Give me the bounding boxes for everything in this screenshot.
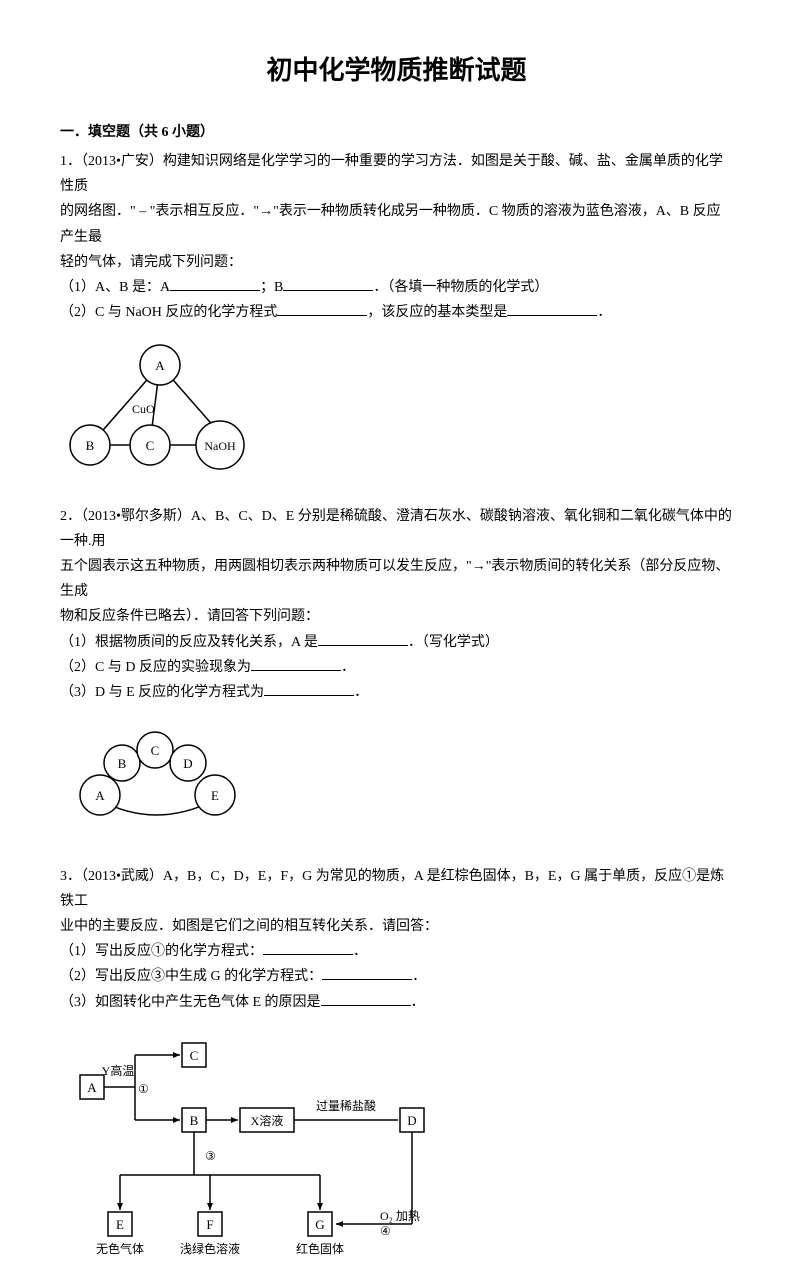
q3-node-f: F — [206, 1217, 213, 1232]
q3-sub2: （2）写出反应③中生成 G 的化学方程式： ． — [60, 964, 733, 989]
q1-blank-4[interactable] — [507, 301, 597, 316]
q3-stem-2: 业中的主要反应．如图是它们之间的相互转化关系．请回答： — [60, 914, 733, 939]
q1-blank-2[interactable] — [283, 276, 373, 291]
q1-node-b: B — [86, 438, 95, 453]
q2-sub1-a: （1）根据物质间的反应及转化关系，A 是 — [60, 635, 318, 650]
question-2: 2．（2013•鄂尔多斯）A、B、C、D、E 分别是稀硫酸、澄清石灰水、碳酸钠溶… — [60, 504, 733, 844]
q3-node-a: A — [87, 1080, 97, 1095]
q2-blank-3[interactable] — [264, 681, 354, 696]
q1-sub2: （2）C 与 NaOH 反应的化学方程式 ，该反应的基本类型是 ． — [60, 300, 733, 325]
q1-sub2-b: ，该反应的基本类型是 — [367, 305, 507, 320]
q1-label-cuo: CuO — [132, 402, 155, 416]
q3-label-circ1: ① — [138, 1082, 149, 1096]
q3-label-lightgreen: 浅绿色溶液 — [180, 1241, 240, 1256]
section-heading: 一．填空题（共 6 小题） — [60, 122, 733, 144]
q2-sub3-b: ． — [354, 685, 368, 700]
q3-diagram: A Y高温 ① C B X溶液 过量稀盐酸 D — [60, 1025, 733, 1273]
q2-node-d: D — [183, 756, 192, 771]
q2-node-e: E — [211, 788, 219, 803]
q3-node-e: E — [116, 1217, 124, 1232]
q2-blank-2[interactable] — [251, 655, 341, 670]
q1-stem-2: 的网络图．" – "表示相互反应．"→"表示一种物质转化成另一种物质．C 物质的… — [60, 199, 733, 249]
q3-stem-1: 3．（2013•武威）A，B，C，D，E，F，G 为常见的物质，A 是红棕色固体… — [60, 864, 733, 914]
q3-sub2-a: （2）写出反应③中生成 G 的化学方程式： — [60, 969, 322, 984]
q3-node-g: G — [315, 1217, 324, 1232]
q3-label-circ3: ③ — [205, 1149, 216, 1163]
q1-sub1-a: （1）A、B 是：A — [60, 280, 170, 295]
q2-sub2-b: ． — [341, 660, 355, 675]
q1-sub1-b: ；B — [260, 280, 283, 295]
q2-sub2: （2）C 与 D 反应的实验现象为 ． — [60, 655, 733, 680]
q2-sub1: （1）根据物质间的反应及转化关系，A 是 ．（写化学式） — [60, 630, 733, 655]
page-title: 初中化学物质推断试题 — [60, 50, 733, 92]
q1-blank-1[interactable] — [170, 276, 260, 291]
q1-node-naoh: NaOH — [204, 439, 236, 453]
q3-sub2-b: ． — [412, 969, 426, 984]
q1-stem-3: 轻的气体，请完成下列问题： — [60, 250, 733, 275]
q2-sub1-b: ．（写化学式） — [408, 635, 499, 650]
q1-sub1-c: ．（各填一种物质的化学式） — [373, 280, 548, 295]
q2-node-b: B — [118, 756, 127, 771]
q3-label-redsolid: 红色固体 — [296, 1241, 344, 1256]
q2-stem-3: 物和反应条件已略去）．请回答下列问题： — [60, 604, 733, 629]
q3-node-b: B — [190, 1113, 199, 1128]
q3-sub1: （1）写出反应①的化学方程式： ． — [60, 939, 733, 964]
q3-sub3: （3）如图转化中产生无色气体 E 的原因是 ． — [60, 990, 733, 1015]
q3-label-circ4: ④ — [380, 1224, 391, 1238]
q2-node-c: C — [151, 743, 160, 758]
q2-stem-2: 五个圆表示这五种物质，用两圆相切表示两种物质可以发生反应，"→"表示物质间的转化… — [60, 554, 733, 604]
q3-node-x: X溶液 — [251, 1113, 284, 1128]
q3-label-y: Y高温 — [102, 1063, 135, 1078]
q1-node-c: C — [146, 438, 155, 453]
q3-node-d: D — [407, 1113, 416, 1128]
q3-node-c: C — [190, 1048, 199, 1063]
q2-diagram: A B C D E — [60, 715, 733, 843]
q3-sub3-a: （3）如图转化中产生无色气体 E 的原因是 — [60, 995, 321, 1010]
q3-sub3-b: ． — [411, 995, 425, 1010]
q1-blank-3[interactable] — [277, 301, 367, 316]
q2-sub2-a: （2）C 与 D 反应的实验现象为 — [60, 660, 251, 675]
q3-sub1-b: ． — [353, 944, 367, 959]
q3-label-colorless: 无色气体 — [96, 1241, 144, 1256]
q3-sub1-a: （1）写出反应①的化学方程式： — [60, 944, 263, 959]
q2-sub3-a: （3）D 与 E 反应的化学方程式为 — [60, 685, 264, 700]
q3-label-acid: 过量稀盐酸 — [316, 1098, 376, 1113]
q2-blank-1[interactable] — [318, 630, 408, 645]
q3-blank-1[interactable] — [263, 940, 353, 955]
q3-blank-2[interactable] — [322, 965, 412, 980]
q1-diagram: CuO A B C NaOH — [60, 335, 733, 483]
q1-sub2-a: （2）C 与 NaOH 反应的化学方程式 — [60, 305, 277, 320]
q3-blank-3[interactable] — [321, 990, 411, 1005]
q1-node-a: A — [155, 358, 165, 373]
q2-node-a: A — [95, 788, 105, 803]
q3-label-o2: O₂ 加热 — [380, 1209, 420, 1223]
q2-stem-1: 2．（2013•鄂尔多斯）A、B、C、D、E 分别是稀硫酸、澄清石灰水、碳酸钠溶… — [60, 504, 733, 554]
q2-sub3: （3）D 与 E 反应的化学方程式为 ． — [60, 680, 733, 705]
question-3: 3．（2013•武威）A，B，C，D，E，F，G 为常见的物质，A 是红棕色固体… — [60, 864, 733, 1273]
q1-sub1: （1）A、B 是：A ；B ．（各填一种物质的化学式） — [60, 275, 733, 300]
question-1: 1．（2013•广安）构建知识网络是化学学习的一种重要的学习方法．如图是关于酸、… — [60, 149, 733, 484]
q1-sub2-c: ． — [597, 305, 611, 320]
q1-stem-1: 1．（2013•广安）构建知识网络是化学学习的一种重要的学习方法．如图是关于酸、… — [60, 149, 733, 199]
